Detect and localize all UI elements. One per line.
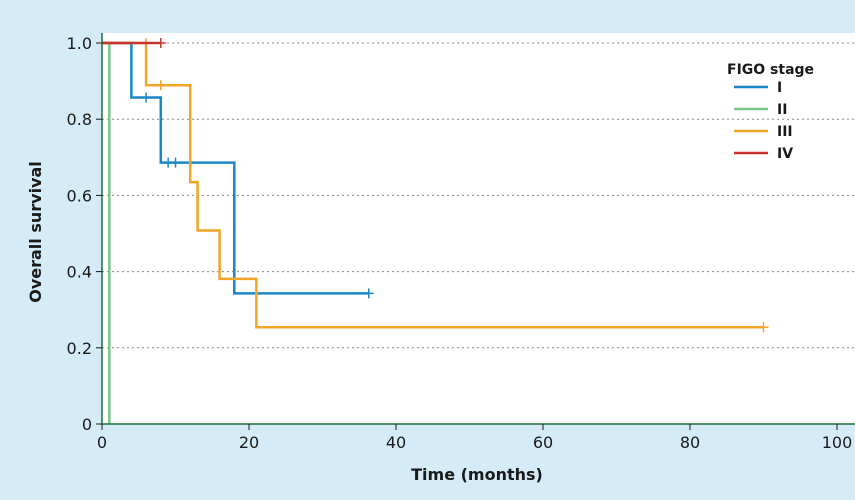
legend-label: IV [777, 146, 793, 162]
y-axis-title: Overall survival [26, 161, 45, 303]
legend-item: III [734, 124, 793, 140]
legend-label: III [777, 124, 793, 140]
censor-mark [141, 92, 152, 103]
series-4 [102, 38, 166, 48]
axes [101, 33, 855, 425]
series-line [102, 41, 764, 329]
censor-mark [363, 288, 374, 299]
legend-item: IV [734, 146, 793, 162]
series-layer [102, 38, 769, 424]
censor-mark [155, 80, 166, 91]
y-tick-label: 0.4 [67, 263, 92, 282]
y-tick-label: 0.2 [67, 339, 92, 358]
censor-mark [155, 38, 166, 48]
legend-title: FIGO stage [727, 62, 814, 78]
legend-label: II [777, 102, 787, 118]
legend-label: I [777, 80, 782, 96]
series-line [102, 41, 369, 295]
legend-item: II [734, 102, 787, 118]
x-tick-label: 40 [386, 433, 406, 452]
censor-mark [758, 322, 769, 333]
grid-lines [102, 42, 855, 349]
y-tick-label: 0.6 [67, 186, 92, 205]
y-tick-label: 1.0 [67, 34, 92, 53]
x-tick-label: 0 [97, 433, 107, 452]
x-tick-label: 60 [533, 433, 553, 452]
y-tick-label: 0.8 [67, 110, 92, 129]
x-axis-title: Time (months) [411, 465, 543, 484]
series-1 [102, 41, 374, 299]
censor-mark [170, 157, 181, 168]
x-tick-label: 80 [680, 433, 700, 452]
plot-area [102, 33, 855, 424]
tick-labels: 0 0.2 0.4 0.6 0.8 1.0 0 20 40 60 80 100 [67, 34, 853, 452]
x-tick-label: 20 [239, 433, 259, 452]
legend-item: I [734, 80, 782, 96]
y-tick-label: 0 [82, 415, 92, 434]
x-tick-label: 100 [822, 433, 853, 452]
